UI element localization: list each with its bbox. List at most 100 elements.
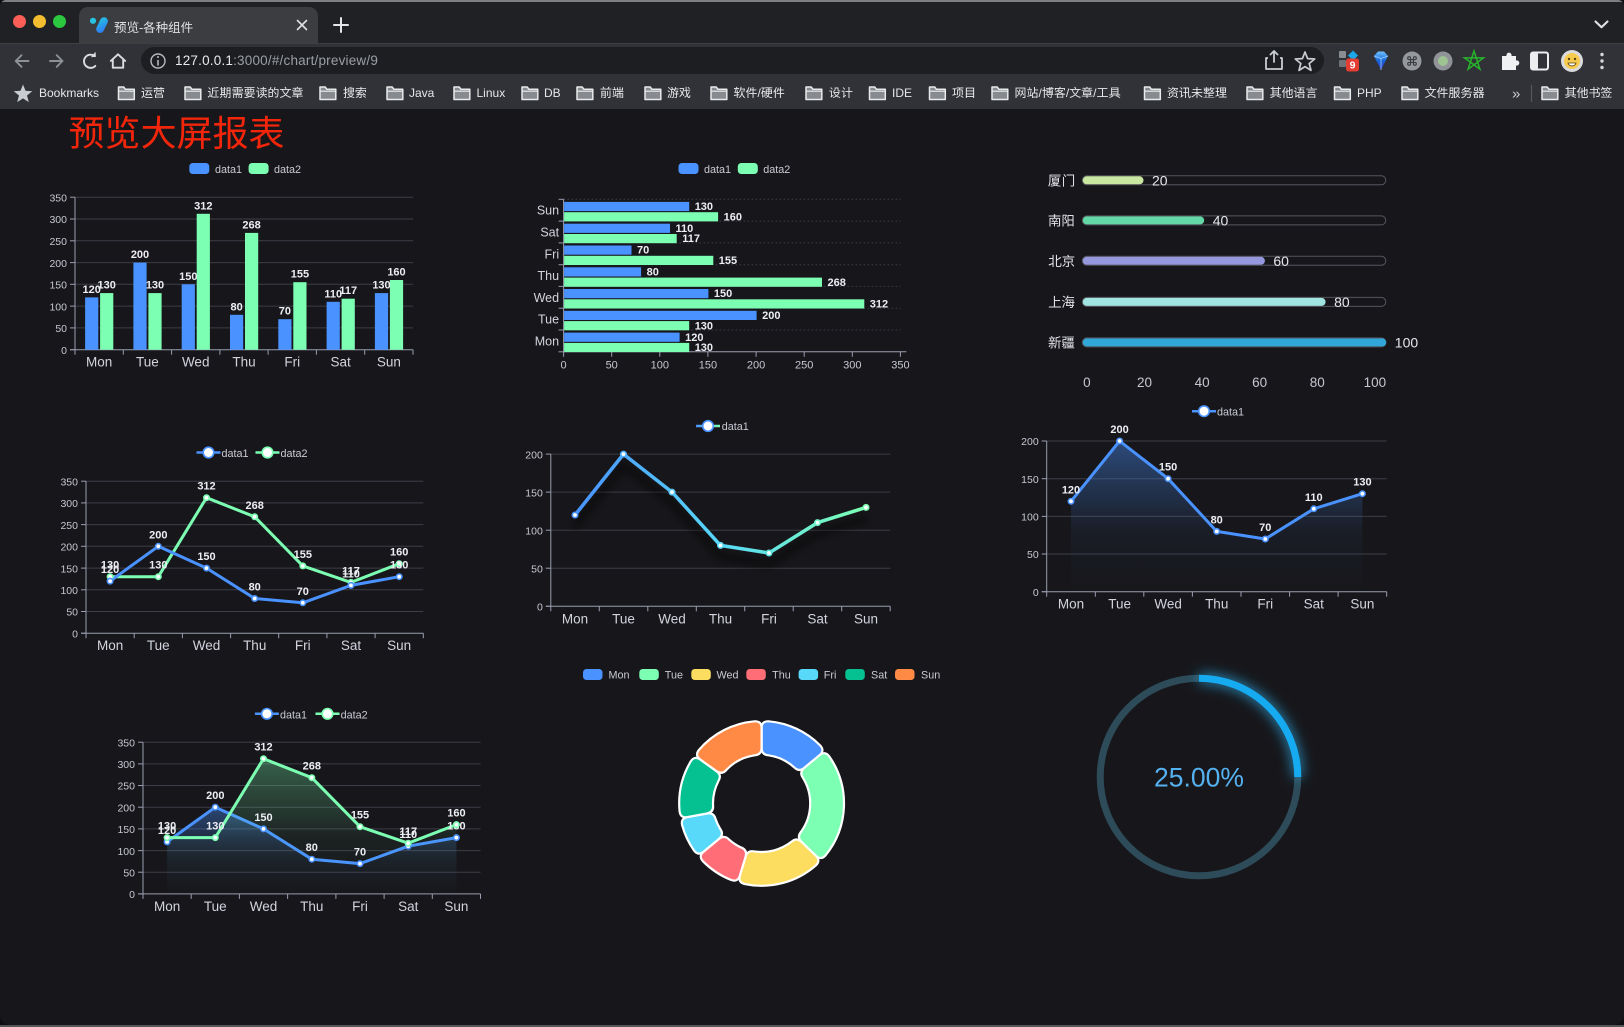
svg-text:50: 50 bbox=[66, 607, 78, 619]
svg-text:300: 300 bbox=[843, 359, 861, 371]
svg-text:100: 100 bbox=[651, 359, 669, 371]
svg-text:Tue: Tue bbox=[1108, 597, 1131, 612]
svg-text:130: 130 bbox=[149, 560, 167, 572]
svg-text:350: 350 bbox=[60, 476, 78, 488]
svg-text:130: 130 bbox=[206, 821, 224, 833]
svg-text:120: 120 bbox=[158, 825, 176, 837]
svg-text:Mon: Mon bbox=[154, 899, 180, 914]
svg-text:Wed: Wed bbox=[534, 291, 560, 305]
svg-text:110: 110 bbox=[676, 223, 694, 235]
svg-text:Wed: Wed bbox=[193, 638, 221, 653]
svg-text:Mon: Mon bbox=[86, 355, 112, 370]
svg-text:Wed: Wed bbox=[182, 355, 210, 370]
svg-text:50: 50 bbox=[1027, 549, 1039, 561]
svg-text:Sun: Sun bbox=[377, 355, 401, 370]
svg-text:80: 80 bbox=[1310, 375, 1325, 390]
svg-text:110: 110 bbox=[342, 568, 360, 580]
svg-text:北京: 北京 bbox=[1048, 254, 1075, 269]
svg-text:200: 200 bbox=[525, 449, 543, 461]
svg-text:150: 150 bbox=[254, 812, 272, 824]
svg-text:155: 155 bbox=[291, 269, 309, 281]
svg-text:250: 250 bbox=[117, 781, 135, 793]
svg-text:20: 20 bbox=[1152, 172, 1168, 188]
svg-text:130: 130 bbox=[695, 342, 713, 354]
svg-text:Mon: Mon bbox=[1058, 597, 1084, 612]
svg-text:100: 100 bbox=[117, 846, 135, 858]
svg-text:Mon: Mon bbox=[97, 638, 123, 653]
svg-text:200: 200 bbox=[131, 249, 149, 261]
svg-text:80: 80 bbox=[1334, 294, 1350, 310]
svg-text:200: 200 bbox=[206, 790, 224, 802]
svg-text:0: 0 bbox=[72, 628, 78, 640]
svg-text:268: 268 bbox=[828, 277, 846, 289]
svg-text:Thu: Thu bbox=[709, 611, 732, 626]
svg-text:130: 130 bbox=[101, 560, 119, 572]
svg-text:150: 150 bbox=[525, 487, 543, 499]
svg-text:150: 150 bbox=[1021, 474, 1039, 486]
svg-text:Sun: Sun bbox=[537, 204, 559, 218]
svg-text:312: 312 bbox=[254, 742, 272, 754]
svg-text:70: 70 bbox=[1259, 522, 1271, 534]
svg-text:Sat: Sat bbox=[871, 670, 887, 682]
svg-text:150: 150 bbox=[1159, 462, 1177, 474]
svg-text:130: 130 bbox=[695, 201, 713, 213]
svg-text:350: 350 bbox=[117, 737, 135, 749]
svg-text:350: 350 bbox=[891, 359, 909, 371]
svg-text:160: 160 bbox=[390, 547, 408, 559]
svg-text:Fri: Fri bbox=[352, 899, 368, 914]
svg-text:0: 0 bbox=[537, 602, 543, 614]
svg-text:70: 70 bbox=[279, 306, 291, 318]
svg-text:40: 40 bbox=[1195, 375, 1210, 390]
svg-text:40: 40 bbox=[1213, 212, 1229, 228]
svg-text:data1: data1 bbox=[280, 709, 307, 721]
svg-text:Sat: Sat bbox=[1304, 597, 1325, 612]
svg-text:200: 200 bbox=[60, 542, 78, 554]
svg-text:Mon: Mon bbox=[609, 670, 630, 682]
svg-text:Fri: Fri bbox=[824, 670, 837, 682]
svg-text:117: 117 bbox=[682, 233, 700, 245]
svg-text:300: 300 bbox=[117, 759, 135, 771]
svg-text:155: 155 bbox=[719, 255, 737, 267]
svg-text:110: 110 bbox=[399, 829, 417, 841]
svg-text:厦门: 厦门 bbox=[1048, 173, 1075, 188]
svg-text:Fri: Fri bbox=[761, 611, 777, 626]
svg-text:70: 70 bbox=[297, 586, 309, 598]
svg-text:312: 312 bbox=[194, 200, 212, 212]
svg-text:Thu: Thu bbox=[232, 355, 255, 370]
svg-text:100: 100 bbox=[525, 525, 543, 537]
svg-text:9: 9 bbox=[1350, 60, 1356, 72]
svg-text:Tue: Tue bbox=[538, 313, 559, 327]
svg-text:Tue: Tue bbox=[204, 899, 227, 914]
svg-text:Wed: Wed bbox=[717, 670, 739, 682]
svg-text:250: 250 bbox=[60, 520, 78, 532]
svg-text:Sat: Sat bbox=[398, 899, 419, 914]
svg-text:50: 50 bbox=[123, 867, 135, 879]
svg-text:312: 312 bbox=[197, 481, 215, 493]
svg-text:50: 50 bbox=[531, 564, 543, 576]
svg-text:160: 160 bbox=[387, 267, 405, 279]
svg-text:25.00%: 25.00% bbox=[1154, 763, 1244, 793]
svg-text:120: 120 bbox=[1062, 484, 1080, 496]
svg-text:110: 110 bbox=[324, 288, 342, 300]
svg-text:70: 70 bbox=[637, 245, 649, 257]
svg-text:110: 110 bbox=[1305, 492, 1323, 504]
svg-text:312: 312 bbox=[870, 299, 888, 311]
svg-text:268: 268 bbox=[303, 761, 321, 773]
svg-text:250: 250 bbox=[49, 236, 67, 248]
svg-text:Tue: Tue bbox=[147, 638, 170, 653]
svg-text:60: 60 bbox=[1252, 375, 1267, 390]
svg-text:»: » bbox=[1512, 86, 1520, 103]
svg-text:data1: data1 bbox=[215, 164, 242, 176]
svg-text:150: 150 bbox=[49, 280, 67, 292]
svg-text:200: 200 bbox=[747, 359, 765, 371]
svg-text:130: 130 bbox=[1353, 477, 1371, 489]
svg-text:250: 250 bbox=[795, 359, 813, 371]
svg-text:70: 70 bbox=[354, 847, 366, 859]
svg-text:130: 130 bbox=[158, 821, 176, 833]
svg-text:80: 80 bbox=[1211, 514, 1223, 526]
svg-text:0: 0 bbox=[61, 345, 67, 357]
svg-text:300: 300 bbox=[49, 214, 67, 226]
svg-text:data1: data1 bbox=[1217, 407, 1244, 419]
svg-text:Thu: Thu bbox=[243, 638, 266, 653]
svg-text:268: 268 bbox=[246, 500, 264, 512]
